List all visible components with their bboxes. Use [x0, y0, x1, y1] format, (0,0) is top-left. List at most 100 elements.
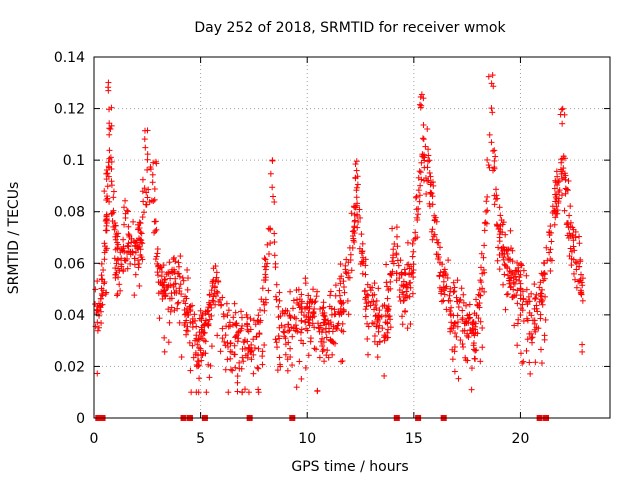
data-point [572, 259, 579, 266]
data-point [460, 291, 467, 298]
data-point [428, 190, 435, 197]
data-point [160, 288, 167, 295]
data-point [453, 298, 460, 305]
data-point [481, 288, 488, 295]
data-point [402, 307, 409, 314]
data-point [457, 296, 464, 303]
data-point [369, 292, 376, 299]
data-point [566, 230, 573, 237]
data-point [245, 344, 252, 351]
data-point [485, 73, 492, 80]
data-point [557, 111, 564, 118]
data-point [514, 300, 521, 307]
data-point [531, 295, 538, 302]
data-point [484, 156, 491, 163]
x-tick-label: 0 [90, 431, 99, 447]
data-point [495, 244, 502, 251]
data-point [570, 270, 577, 277]
data-point [356, 206, 363, 213]
data-point [353, 167, 360, 174]
data-point [424, 125, 431, 132]
data-point [154, 250, 161, 257]
data-point [450, 325, 457, 332]
data-point [506, 256, 513, 263]
data-point [105, 79, 112, 86]
data-point [168, 304, 175, 311]
data-point [319, 326, 326, 333]
data-point [352, 161, 359, 168]
data-point [104, 183, 111, 190]
data-point [285, 339, 292, 346]
data-point [490, 167, 497, 174]
data-point [515, 268, 522, 275]
data-point [362, 306, 369, 313]
data-point [221, 338, 228, 345]
data-point [135, 264, 142, 271]
data-point [177, 281, 184, 288]
data-point [320, 299, 327, 306]
data-point [536, 298, 543, 305]
data-point [566, 253, 573, 260]
data-point [362, 262, 369, 269]
data-point [509, 294, 516, 301]
data-point [450, 322, 457, 329]
data-point [194, 352, 201, 359]
data-point [170, 281, 177, 288]
data-point [472, 355, 479, 362]
data-point [393, 270, 400, 277]
data-point [250, 351, 257, 358]
data-point [111, 255, 118, 262]
data-point [112, 222, 119, 229]
data-point [514, 342, 521, 349]
data-point [520, 358, 527, 365]
data-point [373, 297, 380, 304]
data-point [244, 320, 251, 327]
data-point [101, 243, 108, 250]
x-tick-label: 10 [298, 431, 316, 447]
data-point [551, 221, 558, 228]
data-point [531, 305, 538, 312]
data-point [165, 339, 172, 346]
data-point [101, 240, 108, 247]
data-point [98, 272, 105, 279]
data-point [342, 262, 349, 269]
data-point [106, 155, 113, 162]
x-axis-label: GPS time / hours [291, 459, 408, 475]
data-point [307, 338, 314, 345]
data-point [118, 261, 125, 268]
data-point [348, 210, 355, 217]
data-point [482, 219, 489, 226]
data-point [577, 277, 584, 284]
data-point [409, 290, 416, 297]
data-point [497, 222, 504, 229]
data-point [239, 345, 246, 352]
data-point [407, 321, 414, 328]
data-point [461, 320, 468, 327]
data-point [292, 322, 299, 329]
data-point [445, 257, 452, 264]
data-point [470, 325, 477, 332]
data-point [94, 370, 101, 377]
data-point [579, 348, 586, 355]
data-point [327, 288, 334, 295]
data-point [180, 277, 187, 284]
y-tick-label: 0.12 [54, 102, 85, 118]
data-point [138, 237, 145, 244]
data-point [466, 301, 473, 308]
data-point [537, 315, 544, 322]
data-point [113, 260, 120, 267]
data-point [114, 239, 121, 246]
data-point [232, 309, 239, 316]
data-point [452, 330, 459, 337]
data-point [528, 312, 535, 319]
data-point [528, 290, 535, 297]
data-point [245, 328, 252, 335]
data-point [489, 72, 496, 79]
data-point [255, 312, 262, 319]
data-point [267, 225, 274, 232]
data-point [511, 280, 518, 287]
data-point [98, 260, 105, 267]
data-point [500, 281, 507, 288]
data-point [431, 212, 438, 219]
